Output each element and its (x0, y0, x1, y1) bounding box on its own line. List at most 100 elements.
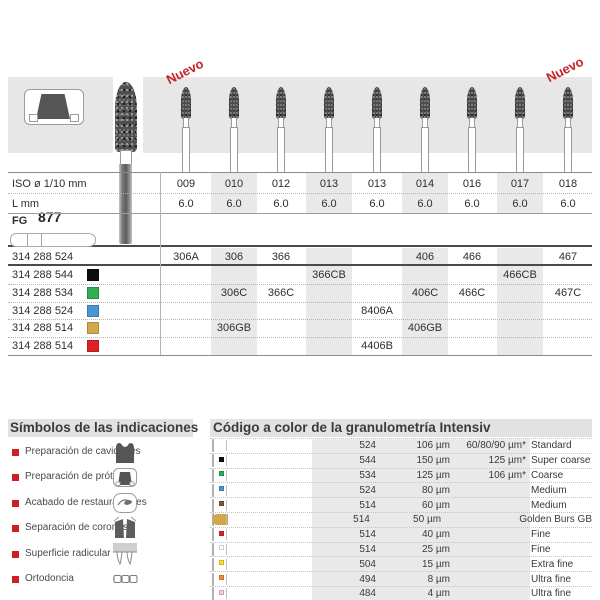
grit-code: 514 (353, 514, 370, 526)
grit-color-square (87, 287, 99, 299)
iso-row: ISO ø 1/10 mm 009 010 012 013 013 014 01… (0, 175, 600, 193)
symbol-label: Ortodoncia (25, 573, 74, 584)
prosthesis-prep-icon (112, 464, 138, 490)
grit-name: Fine (531, 529, 551, 541)
grit-color-square (87, 305, 99, 317)
shank-grit-icon (212, 468, 224, 482)
bur-code: 406C (411, 287, 439, 299)
red-square-bullet (12, 448, 19, 456)
bur-code: 366 (271, 251, 291, 263)
table-rule (8, 284, 592, 285)
length-row: L mm 6.0 6.0 6.0 6.0 6.0 6.0 6.0 6.0 6.0 (0, 195, 600, 213)
table-rule (8, 263, 592, 266)
grit-code: 534 (359, 469, 376, 481)
bur-code: 406GB (407, 322, 443, 334)
order-code: 314 288 524 (12, 251, 74, 263)
length-value: 6.0 (560, 198, 576, 210)
grit-alt-size: 106 µm* (488, 469, 526, 481)
table-divider (160, 172, 161, 355)
symbol-item: Acabado de restauraciones (12, 496, 162, 510)
length-value: 6.0 (273, 198, 289, 210)
grit-row: 524 80 µm Medium (210, 482, 592, 497)
symbols-section-title: Símbolos de las indicaciones (10, 420, 199, 435)
grit-color-square (87, 251, 99, 263)
grit-size: 125 µm (416, 469, 450, 481)
grit-color-square (87, 340, 99, 352)
order-code: 314 288 534 (12, 287, 74, 299)
shank-grit-icon (212, 483, 224, 497)
grit-name: Extra fine (531, 558, 574, 570)
iso-value: 018 (558, 178, 578, 190)
grit-code: 524 (359, 484, 376, 496)
shank-grit-icon (212, 557, 224, 571)
symbol-item: Separación de coronas (12, 521, 162, 535)
shank-grit-icon (212, 572, 224, 586)
length-value: 6.0 (178, 198, 194, 210)
grit-column-band (312, 439, 530, 600)
grit-size: 40 µm (422, 529, 450, 541)
length-label: L mm (12, 198, 40, 210)
grit-size: 15 µm (422, 558, 450, 570)
symbol-item: Superficie radicular (12, 547, 162, 561)
symbol-item: Preparación de prótesis (12, 470, 162, 484)
bur-code: 466C (458, 287, 486, 299)
bur-code: 467 (558, 251, 578, 263)
grit-name: Ultra fine (531, 588, 572, 600)
shank-grit-icon (212, 587, 224, 600)
iso-value: 016 (462, 178, 482, 190)
bur-image (560, 87, 576, 175)
bur-shape-icon (24, 89, 84, 125)
grit-row: 484 4 µm Ultra fine (210, 585, 592, 600)
length-value: 6.0 (464, 198, 480, 210)
order-code: 314 288 514 (12, 340, 74, 352)
bur-image (178, 87, 194, 175)
grit-section-title: Código a color de la granulometría Inten… (213, 420, 491, 435)
grit-size: 80 µm (422, 484, 450, 496)
grit-table: 524 106 µm 60/80/90 µm* Standard 544 150… (210, 438, 592, 600)
grit-code: 494 (359, 573, 376, 585)
table-rule (8, 319, 592, 320)
grit-size: 4 µm (427, 588, 450, 600)
bur-code: 366CB (312, 269, 346, 281)
grit-size: 150 µm (416, 455, 450, 467)
grit-name: Medium (531, 484, 567, 496)
bur-code: 306C (220, 287, 248, 299)
grit-name: Medium (531, 499, 567, 511)
large-bur-image (114, 82, 138, 244)
grit-row: 514 50 µm Golden Burs GB (210, 511, 592, 527)
bur-image (512, 87, 528, 175)
grit-code: 504 (359, 558, 376, 570)
restoration-finish-icon (112, 490, 138, 516)
grit-row: 544 150 µm 125 µm* Super coarse (210, 452, 592, 468)
table-rule (8, 302, 592, 303)
bur-image (226, 87, 242, 175)
iso-value: 009 (176, 178, 196, 190)
bur-image (417, 87, 433, 175)
cavity-prep-icon (112, 439, 138, 465)
order-code: 314 288 514 (12, 322, 74, 334)
length-value: 6.0 (369, 198, 385, 210)
grit-row: 524 106 µm 60/80/90 µm* Standard (210, 439, 592, 453)
grit-title-band (210, 419, 592, 437)
order-code: 314 288 544 (12, 269, 74, 281)
iso-value: 010 (224, 178, 244, 190)
length-value: 6.0 (512, 198, 528, 210)
grit-alt-size: 60/80/90 µm* (466, 440, 526, 452)
table-rule (8, 172, 592, 173)
shank-type-label: FG (12, 215, 28, 227)
grit-size: 25 µm (422, 543, 450, 555)
shank-grit-icon (212, 454, 224, 468)
grit-name: Standard (531, 440, 572, 452)
bur-code: 466CB (503, 269, 537, 281)
length-value: 6.0 (417, 198, 433, 210)
bur-code: 366C (267, 287, 295, 299)
bur-code: 306 (224, 251, 244, 263)
symbol-label: Acabado de restauraciones (25, 497, 147, 508)
grit-row: 514 25 µm Fine (210, 541, 592, 557)
symbol-item: Preparación de cavidades (12, 445, 162, 459)
grit-row: 494 8 µm Ultra fine (210, 571, 592, 586)
grit-row: 534 125 µm 106 µm* Coarse (210, 467, 592, 483)
grit-code: 484 (359, 588, 376, 600)
iso-value: 013 (319, 178, 339, 190)
